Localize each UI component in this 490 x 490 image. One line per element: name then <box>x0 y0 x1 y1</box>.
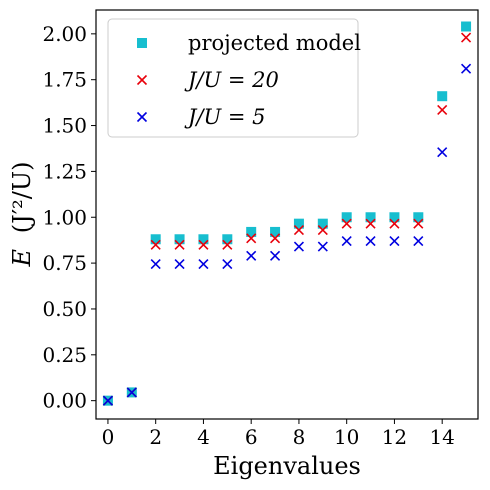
data-marks <box>102 21 472 406</box>
y-tick-label: 0.50 <box>42 297 87 321</box>
y-axis-title: E (J′²/U) <box>8 162 36 268</box>
y-tick-label: 0.25 <box>42 343 87 367</box>
data-point <box>174 239 185 250</box>
data-point <box>222 234 233 245</box>
x-tick-label: 4 <box>197 425 210 449</box>
x-tick-label: 12 <box>382 425 407 449</box>
data-point <box>437 147 448 158</box>
x-axis: 0 2 4 6 8 10 12 14 <box>102 419 455 449</box>
data-point <box>413 212 424 223</box>
legend-marker <box>136 111 148 123</box>
legend-box <box>107 18 359 138</box>
data-point <box>341 236 352 247</box>
data-point <box>365 218 376 229</box>
y-tick-label: 2.00 <box>42 22 87 46</box>
data-point <box>341 218 352 229</box>
data-point <box>317 241 328 252</box>
plot-area <box>95 9 479 420</box>
data-point <box>413 236 424 247</box>
data-point <box>389 212 400 223</box>
data-point <box>317 218 328 229</box>
y-tick-label: 1.25 <box>42 159 87 183</box>
data-point <box>317 225 328 236</box>
data-point <box>413 218 424 229</box>
data-point <box>365 236 376 247</box>
y-axis: 0.00 0.25 0.50 0.75 1.00 1.25 1.50 1.75 2.00 <box>42 22 96 413</box>
y-tick-label: 1.00 <box>42 205 87 229</box>
data-point <box>269 233 281 244</box>
data-point <box>437 91 448 102</box>
data-point <box>246 250 257 261</box>
data-point <box>198 234 209 245</box>
data-point <box>246 226 257 237</box>
data-point <box>150 258 161 270</box>
data-point <box>341 212 352 223</box>
data-point <box>150 234 161 245</box>
data-point <box>198 258 209 270</box>
data-point <box>222 239 233 250</box>
data-point <box>174 258 185 270</box>
data-point <box>365 212 376 223</box>
data-point <box>460 32 472 43</box>
y-tick-label: 1.50 <box>42 114 87 138</box>
data-point <box>293 218 304 229</box>
x-tick-label: 10 <box>334 425 359 449</box>
data-point <box>437 104 448 116</box>
y-tick-label: 0.75 <box>42 251 87 275</box>
data-point <box>198 239 209 250</box>
y-axis-title-unit: (J′²/U) <box>8 162 36 234</box>
x-tick-label: 2 <box>149 425 162 449</box>
legend-label: projected model <box>188 31 361 55</box>
data-point <box>461 21 472 32</box>
data-point <box>150 239 161 250</box>
data-point <box>389 236 400 247</box>
y-tick-label: 1.75 <box>42 68 87 92</box>
data-point <box>102 395 114 406</box>
y-axis-title-symbol: E <box>8 248 36 267</box>
data-point <box>389 218 400 229</box>
data-point <box>246 233 257 244</box>
data-point <box>222 258 233 270</box>
legend-marker <box>137 38 147 48</box>
data-point <box>174 234 185 245</box>
data-point <box>269 250 281 261</box>
series-2 <box>102 63 472 406</box>
y-tick-label: 0.00 <box>42 389 87 413</box>
data-point <box>293 225 305 236</box>
x-tick-label: 6 <box>245 425 258 449</box>
legend-marker <box>136 74 148 86</box>
x-tick-label: 0 <box>102 425 115 449</box>
data-point <box>270 226 281 237</box>
legend-label: J/U = 5 <box>184 105 266 129</box>
x-axis-title: Eigenvalues <box>213 452 361 480</box>
x-tick-label: 14 <box>429 425 454 449</box>
legend: projected model J/U = 20 J/U = 5 <box>107 18 361 138</box>
data-point <box>126 387 137 398</box>
data-point <box>293 241 305 252</box>
legend-label: J/U = 20 <box>184 68 279 92</box>
data-point <box>460 63 472 74</box>
x-tick-label: 8 <box>293 425 306 449</box>
